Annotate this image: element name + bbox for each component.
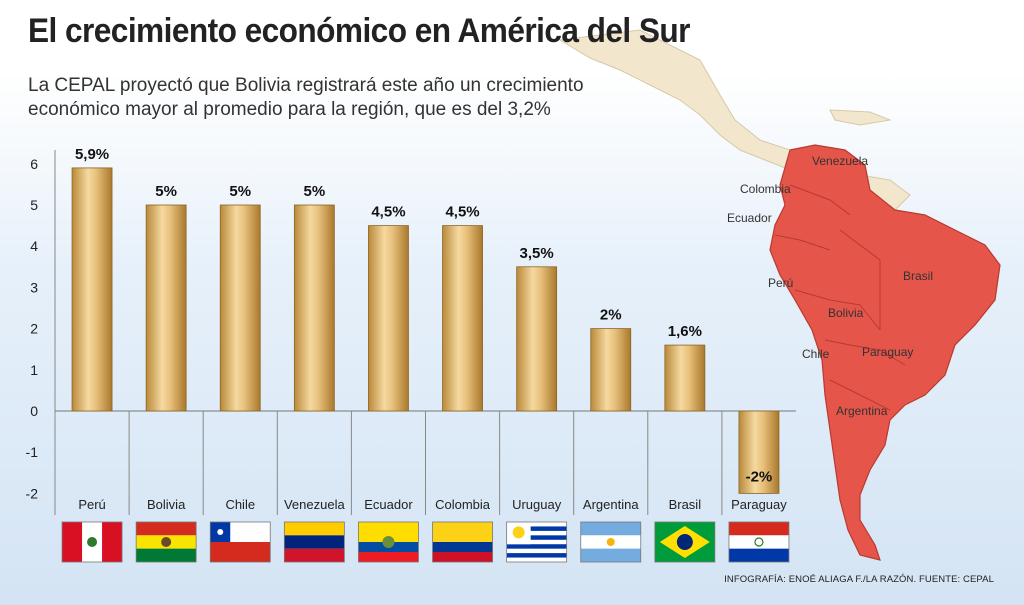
argentina-flag	[580, 521, 642, 563]
central-america-shape	[558, 29, 806, 171]
venezuela-flag	[283, 521, 345, 563]
y-tick-label: 0	[30, 403, 38, 419]
ecuador-flag	[358, 521, 419, 563]
bar-paraguay	[738, 410, 780, 494]
map-label-bolivia: Bolivia	[828, 306, 864, 320]
y-tick-label: 4	[30, 238, 38, 254]
map-label-colombia: Colombia	[740, 182, 791, 196]
bar-uruguay	[516, 266, 558, 412]
data-label: -2%	[746, 468, 773, 485]
bar-argentina	[590, 328, 632, 412]
uruguay-flag	[506, 521, 568, 563]
data-label: 5,9%	[75, 146, 109, 163]
category-label: Ecuador	[364, 497, 413, 512]
category-label: Perú	[78, 497, 105, 512]
map-label-argentina: Argentina	[836, 404, 888, 418]
category-label: Argentina	[583, 497, 639, 512]
chile-flag	[209, 521, 271, 563]
map-label-chile: Chile	[802, 347, 830, 361]
caribbean-islands-shape	[829, 109, 892, 126]
data-label: 1,6%	[668, 323, 702, 340]
category-label: Bolivia	[147, 497, 186, 512]
map-label-brasil: Brasil	[903, 269, 933, 283]
category-label: Chile	[225, 497, 255, 512]
y-tick-label: 6	[30, 156, 38, 172]
category-label: Uruguay	[512, 497, 562, 512]
category-label: Venezuela	[284, 497, 345, 512]
category-label: Paraguay	[731, 497, 787, 512]
chart-subtitle: La CEPAL proyectó que Bolivia registrará…	[28, 75, 584, 120]
bar-brasil	[664, 344, 706, 412]
data-label: 4,5%	[371, 204, 405, 221]
data-label: 5%	[304, 183, 326, 200]
bar-perú	[71, 167, 113, 412]
source-credit: INFOGRAFÍA: ENOÉ ALIAGA F./LA RAZÓN. FUE…	[724, 574, 994, 585]
data-label: 5%	[155, 183, 177, 200]
colombia-flag	[432, 521, 493, 563]
y-tick-label: 3	[30, 279, 38, 295]
data-label: 4,5%	[445, 204, 479, 221]
chart-title: El crecimiento económico en América del …	[28, 12, 690, 50]
map-label-paraguay: Paraguay	[862, 345, 913, 359]
bar-ecuador	[368, 225, 409, 412]
y-tick-label: 2	[30, 321, 38, 337]
brasil-flag	[654, 521, 716, 563]
bar-bolivia	[145, 204, 187, 412]
category-label: Brasil	[669, 497, 702, 512]
y-tick-label: 1	[30, 362, 38, 378]
map-label-perú: Perú	[768, 276, 793, 290]
category-label: Colombia	[435, 497, 491, 512]
bar-venezuela	[293, 204, 335, 412]
y-tick-label: -1	[26, 444, 39, 460]
bar-colombia	[442, 225, 483, 412]
map-label-ecuador: Ecuador	[727, 211, 772, 225]
data-label: 3,5%	[520, 245, 554, 262]
peru-flag	[61, 521, 123, 563]
data-label: 5%	[229, 183, 251, 200]
y-tick-label: -2	[26, 485, 39, 501]
data-label: 2%	[600, 307, 622, 324]
paraguay-flag	[728, 521, 790, 563]
bar-chile	[219, 204, 261, 412]
bolivia-flag	[135, 521, 197, 563]
map-label-venezuela: Venezuela	[812, 154, 868, 168]
country-borders	[774, 184, 906, 411]
y-tick-label: 5	[30, 197, 38, 213]
